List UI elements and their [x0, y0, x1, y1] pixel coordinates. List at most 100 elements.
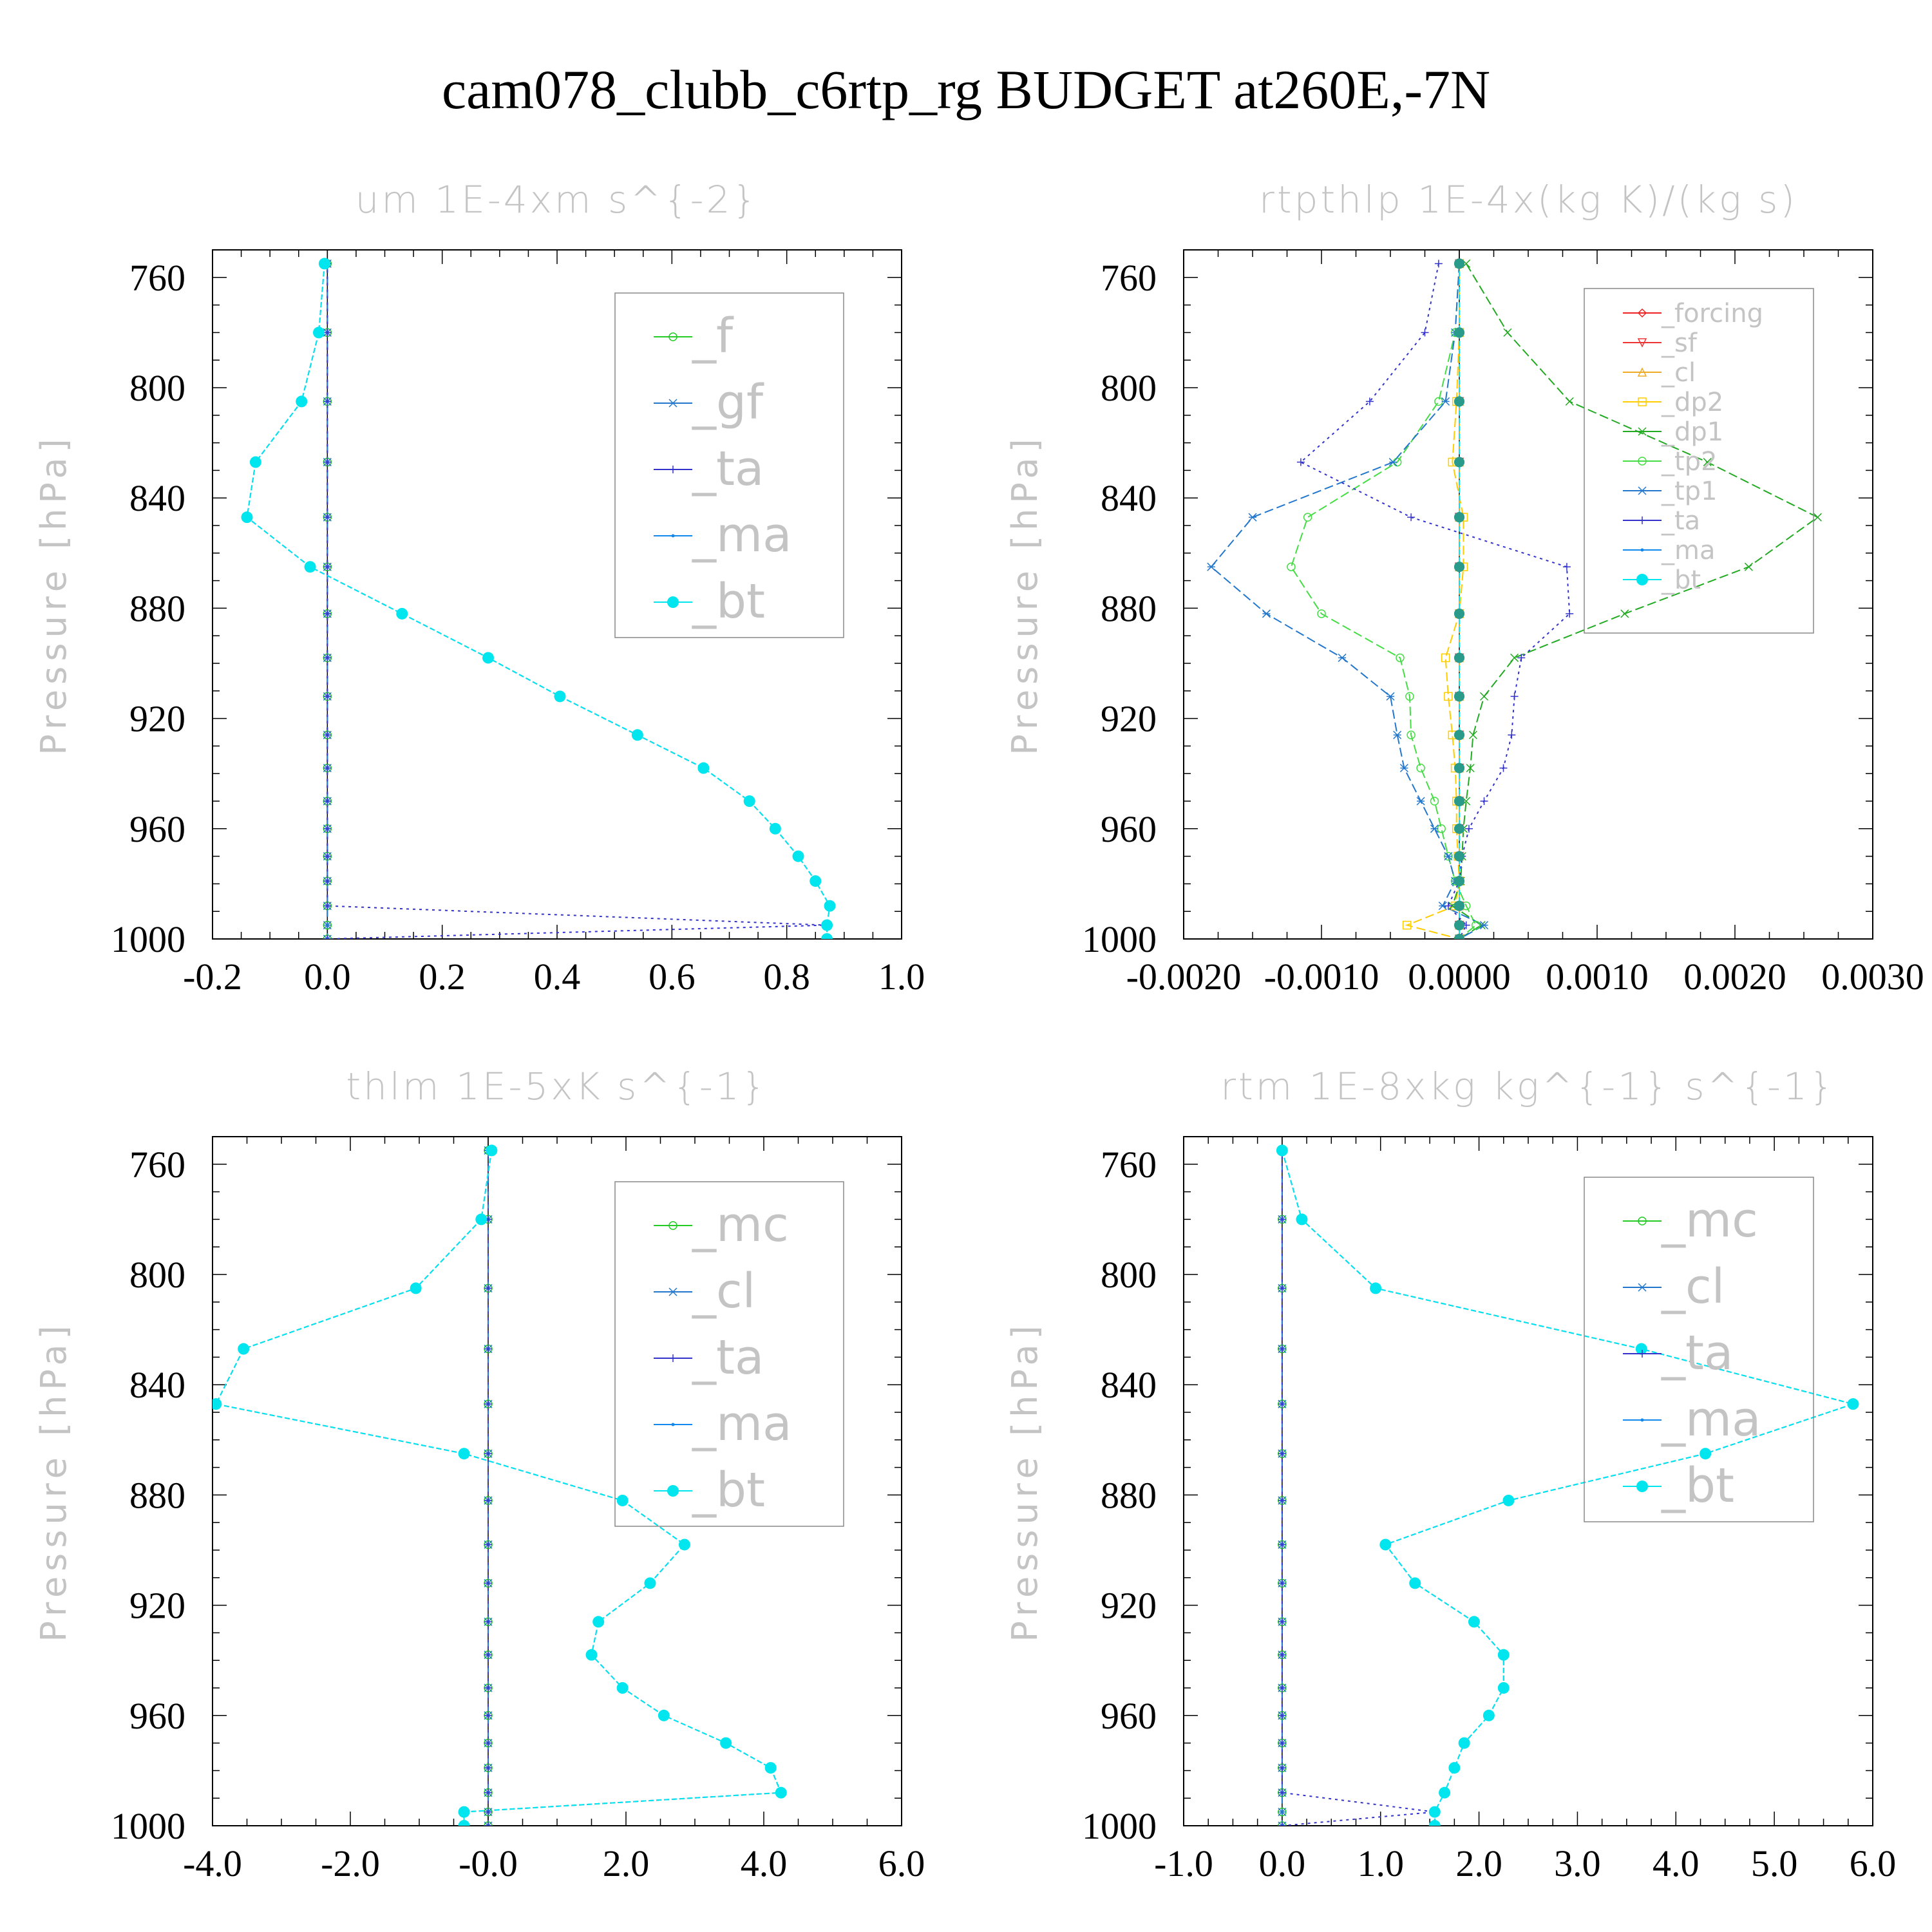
- x-tick-label: 3.0: [1554, 1842, 1601, 1884]
- y-axis-label: Pressure [hPa]: [33, 1320, 74, 1642]
- data-point-ta: [323, 824, 332, 833]
- legend-item-ta: _ta: [1623, 506, 1700, 536]
- data-point-bt: [1454, 562, 1465, 573]
- legend-label: _cl: [1661, 1259, 1725, 1314]
- data-point-ta: [1278, 1284, 1286, 1293]
- data-point-tp1: [1399, 764, 1408, 773]
- data-point-bt: [1379, 1539, 1392, 1551]
- data-point-bt: [1454, 608, 1465, 620]
- data-point-bt: [720, 1737, 732, 1749]
- data-point-bt: [769, 822, 781, 835]
- data-point-ta: [323, 902, 332, 910]
- legend-label: _mc: [692, 1197, 789, 1253]
- panel-title: thlm 1E-5xK s^{-1}: [346, 1065, 768, 1108]
- data-point-bt: [458, 1820, 470, 1826]
- legend-label: _ta: [1661, 506, 1700, 536]
- data-point-ta: [484, 1684, 492, 1692]
- legend-marker: [667, 1485, 679, 1497]
- x-tick-label: 4.0: [1653, 1842, 1700, 1884]
- data-point-bt: [1454, 512, 1465, 523]
- legend-box: [614, 292, 844, 638]
- y-tick-label: 1000: [1082, 1805, 1157, 1847]
- data-point-bt: [1428, 1820, 1441, 1826]
- y-tick-label: 760: [129, 1144, 185, 1186]
- legend-label: _bt: [1661, 1458, 1734, 1513]
- legend-marker: [1637, 338, 1647, 348]
- x-tick-label: 0.2: [419, 956, 466, 998]
- data-point-ta: [1278, 1764, 1286, 1772]
- data-point-dp1: [1565, 397, 1574, 406]
- data-point-ta: [323, 609, 332, 618]
- legend-marker: [668, 1221, 677, 1230]
- data-point-bt: [1502, 1494, 1515, 1506]
- data-point-ta: [1278, 1822, 1286, 1826]
- y-tick-label: 760: [1101, 257, 1157, 299]
- chart-panel-1: um 1E-4xm s^{-2} Pressure [hPa] 760 800 840 8…: [33, 178, 925, 998]
- data-point-dp1: [1703, 458, 1712, 467]
- y-tick-label: 920: [129, 1585, 185, 1627]
- data-point-ta: [323, 877, 332, 886]
- data-point-bt: [1454, 457, 1465, 468]
- y-tick-label: 1000: [1082, 918, 1157, 960]
- data-point-ta: [1434, 260, 1443, 268]
- chart-panel-3: thlm 1E-5xK s^{-1} Pressure [hPa] 760 800 84…: [33, 1065, 925, 1884]
- legend-marker: [668, 399, 677, 408]
- data-point-tp2: [1430, 797, 1439, 806]
- data-point-ta: [484, 1711, 492, 1719]
- data-point-dp2: [1441, 653, 1450, 663]
- x-tick-label: 0.8: [763, 956, 810, 998]
- data-point-bt: [1700, 1448, 1712, 1460]
- legend-item-f: _f: [654, 308, 734, 364]
- data-point-bt: [475, 1213, 488, 1226]
- legend-marker: [668, 332, 677, 341]
- y-axis-label: Pressure [hPa]: [1005, 1320, 1045, 1642]
- data-point-ta: [1278, 1496, 1286, 1504]
- legend-marker: [1636, 1481, 1648, 1492]
- data-point-bt: [658, 1709, 670, 1721]
- data-point-bt: [810, 875, 822, 887]
- legend-box: [614, 1181, 844, 1527]
- data-point-dp1: [1510, 653, 1519, 662]
- y-tick-label: 840: [1101, 477, 1157, 519]
- legend-item-sf: _sf: [1623, 328, 1698, 358]
- legend-label: _ma: [1661, 536, 1715, 565]
- data-point-ta: [484, 1739, 492, 1747]
- data-point-bt: [764, 1762, 777, 1774]
- data-point-bt: [631, 729, 643, 741]
- data-point-tp2: [1416, 763, 1425, 773]
- x-tick-label: -0.2: [183, 956, 242, 998]
- data-point-ta: [323, 692, 332, 701]
- series-line-ma: [1281, 1150, 1855, 1826]
- data-point-ta: [323, 513, 332, 522]
- y-tick-label: 800: [129, 367, 185, 409]
- y-tick-label: 800: [1101, 367, 1157, 409]
- y-tick-label: 880: [1101, 1474, 1157, 1516]
- y-tick-label: 960: [1101, 1695, 1157, 1737]
- data-point-dp1: [1479, 692, 1489, 701]
- legend-item-ma: _ma: [654, 507, 791, 563]
- y-tick-label: 920: [129, 698, 185, 740]
- legend-item-mc: _mc: [1623, 1193, 1758, 1248]
- data-point-ta: [484, 1284, 492, 1293]
- data-point-bt: [1454, 933, 1465, 939]
- x-tick-label: 4.0: [741, 1842, 788, 1884]
- legend-marker: [671, 1423, 675, 1426]
- legend-item-bt: _bt: [1623, 565, 1701, 595]
- data-point-tp1: [1430, 824, 1439, 833]
- legend-item-cl: _cl: [654, 1264, 755, 1319]
- legend-label: _f: [692, 308, 734, 364]
- data-point-ta: [1499, 764, 1508, 772]
- legend-label: _ta: [692, 441, 764, 497]
- legend-label: _dp2: [1661, 388, 1723, 417]
- data-point-bt: [554, 690, 566, 703]
- series-line-ta: [327, 263, 828, 939]
- x-tick-label: -0.0020: [1126, 956, 1242, 998]
- data-point-dp2: [1444, 692, 1453, 701]
- legend-label: _ma: [692, 507, 791, 563]
- data-point-ta: [1296, 458, 1305, 466]
- data-point-bt: [1454, 730, 1465, 741]
- data-point-ta: [484, 1540, 492, 1549]
- legend-item-bt: _bt: [1623, 1458, 1734, 1513]
- data-point-ta: [323, 852, 332, 860]
